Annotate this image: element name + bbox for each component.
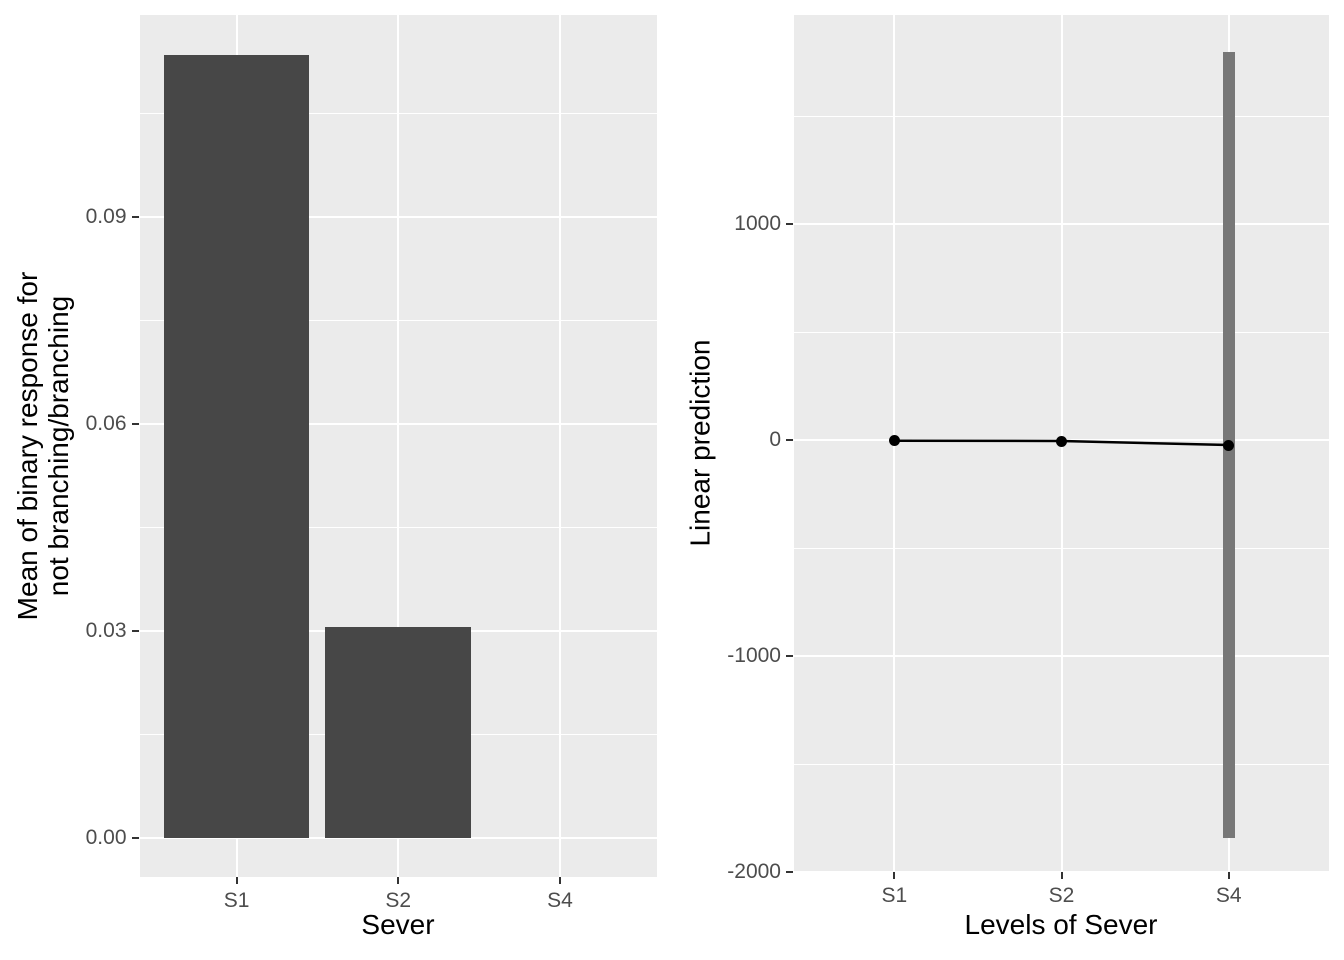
y-tick-mark (131, 422, 139, 425)
y-tick-label: 0.09 (85, 204, 127, 228)
y-tick-label: -1000 (727, 644, 781, 668)
gridline-major (558, 15, 561, 877)
gridline-major (397, 15, 400, 877)
y-tick-label: 0.00 (85, 825, 127, 849)
x-tick-mark (235, 877, 238, 884)
x-tick-mark (558, 877, 561, 884)
data-point (1056, 435, 1067, 447)
bar (325, 626, 472, 838)
line-chart-plot: Linear prediction Levels of Sever -2000-… (672, 0, 1344, 960)
x-tick-mark (1227, 872, 1230, 879)
x-tick-mark (397, 877, 400, 884)
bar-chart-plot: Mean of binary response for not branchin… (12, 15, 657, 940)
y-tick-mark (131, 629, 139, 632)
y-tick-mark (786, 223, 793, 226)
y-tick-mark (786, 655, 793, 658)
x-tick-label: S2 (1048, 884, 1075, 907)
y-axis-title: Mean of binary response for not branchin… (12, 271, 74, 621)
data-point (888, 435, 900, 447)
y-tick-label: 0.06 (85, 411, 127, 435)
x-tick-label: S1 (881, 884, 908, 907)
bar (163, 54, 310, 838)
y-tick-label: -2000 (727, 860, 781, 884)
y-tick-label: 1000 (734, 212, 781, 236)
y-tick-mark (786, 439, 793, 442)
plot-panel (139, 15, 657, 877)
x-tick-label: S1 (223, 889, 250, 912)
x-tick-mark (1060, 872, 1063, 879)
x-tick-label: S4 (547, 889, 573, 912)
x-tick-label: S4 (1215, 884, 1242, 907)
x-axis-title: Sever (361, 909, 435, 940)
x-tick-mark (893, 872, 896, 879)
x-axis-title: Levels of Sever (964, 909, 1158, 940)
y-tick-label: 0.03 (85, 618, 127, 642)
data-point (1223, 439, 1235, 451)
y-tick-mark (786, 871, 793, 874)
y-tick-label: 0 (769, 428, 781, 452)
y-tick-mark (131, 836, 139, 839)
x-tick-label: S2 (385, 889, 412, 912)
y-tick-mark (131, 215, 139, 218)
plot-panel (794, 15, 1329, 872)
